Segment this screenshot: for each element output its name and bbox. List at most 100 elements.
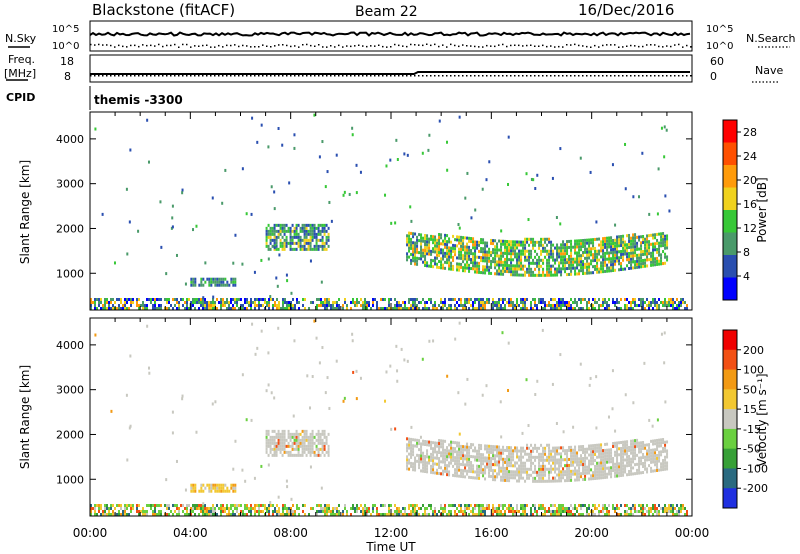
scatter-cell (578, 269, 581, 273)
scatter-cell (554, 270, 557, 274)
scatter-cell (456, 441, 459, 445)
scatter-cell (650, 469, 653, 473)
scatter-cell (564, 510, 566, 513)
scatter-cell (648, 307, 650, 310)
scatter-cell (610, 448, 613, 452)
scatter-cell (456, 265, 459, 269)
scatter-cell (588, 453, 591, 457)
scatter-cell (420, 251, 423, 255)
scatter-cell (542, 452, 545, 456)
scatter-cell (226, 301, 228, 304)
scatter-cell (654, 301, 656, 304)
scatter-cell (588, 256, 591, 260)
scatter-cell (410, 304, 412, 307)
scatter-cell (470, 249, 473, 253)
scatter-cell (321, 447, 324, 451)
nsearch-dot (198, 45, 200, 47)
scatter-cell (317, 238, 320, 242)
scatter-cell (552, 479, 555, 483)
scatter-cell (504, 298, 506, 301)
scatter-cell (510, 255, 513, 259)
scatter-cell (556, 452, 559, 456)
nsearch-dot (470, 45, 472, 47)
scatter-cell (214, 486, 217, 490)
scatter-cell (236, 298, 238, 301)
scatter-cell (512, 252, 515, 256)
scatter-cell (202, 507, 204, 510)
scatter-cell (520, 255, 523, 259)
scatter-cell (506, 243, 509, 247)
scatter-cell (301, 453, 304, 457)
scatter-cell (442, 301, 444, 304)
scatter-cell (514, 246, 517, 250)
scatter-cell (273, 232, 276, 236)
scatter-cell (538, 267, 541, 271)
scatter-cell (524, 452, 527, 456)
scatter-cell (504, 257, 507, 261)
scatter-cell (416, 510, 418, 513)
scatter-cell (630, 439, 633, 443)
scatter-cell (295, 232, 298, 236)
scatter-cell (654, 263, 657, 267)
scatter-cell (544, 249, 547, 253)
scatter-cell (468, 445, 471, 449)
scatter-cell (438, 242, 441, 246)
scatter-cell (432, 247, 435, 251)
scatter-cell (632, 298, 634, 301)
scatter-cell (204, 304, 206, 307)
scatter-cell (624, 252, 627, 256)
scatter-cell (552, 298, 554, 301)
scatter-cell (578, 245, 581, 249)
scatter-cell (512, 249, 515, 253)
scatter-cell (304, 298, 306, 301)
scatter-cell (616, 301, 618, 304)
scatter-cell (372, 507, 374, 510)
scatter-cell (632, 236, 635, 240)
scatter-cell (579, 156, 582, 160)
scatter-cell (682, 301, 684, 304)
scatter-cell (450, 298, 452, 301)
scatter-cell (546, 479, 549, 483)
scatter-cell (450, 452, 453, 456)
scatter-cell (422, 248, 425, 252)
scatter-cell (652, 457, 655, 461)
scatter-cell (568, 245, 571, 249)
scatter-cell (192, 489, 195, 493)
scatter-cell (158, 504, 160, 507)
nave-dot (130, 75, 132, 77)
scatter-cell (268, 513, 270, 516)
scatter-cell (600, 446, 603, 450)
scatter-cell (550, 252, 553, 256)
nave-dot (334, 75, 336, 77)
scatter-cell (632, 513, 634, 516)
scatter-cell (478, 458, 481, 462)
nsearch-dot (318, 44, 320, 46)
scatter-cell (454, 474, 457, 478)
scatter-cell (576, 254, 579, 258)
scatter-cell (222, 510, 224, 513)
scatter-cell (220, 277, 223, 281)
scatter-cell (638, 459, 641, 463)
scatter-cell (470, 298, 472, 301)
scatter-cell (634, 304, 636, 307)
scatter-cell (140, 304, 142, 307)
scatter-cell (246, 307, 248, 310)
scatter-cell (460, 301, 462, 304)
scatter-cell (266, 507, 268, 510)
scatter-cell (101, 212, 104, 216)
scatter-cell (496, 263, 499, 267)
scatter-cell (152, 304, 154, 307)
scatter-cell (604, 260, 607, 264)
nave-dot (650, 75, 652, 77)
scatter-cell (648, 252, 651, 256)
nsearch-dot (194, 45, 196, 47)
scatter-cell (326, 510, 328, 513)
scatter-cell (440, 507, 442, 510)
scatter-cell (454, 459, 457, 463)
scatter-cell (532, 270, 535, 274)
scatter-cell (596, 252, 599, 256)
scatter-cell (309, 226, 312, 230)
scatter-cell (644, 513, 646, 516)
scatter-cell (586, 513, 588, 516)
